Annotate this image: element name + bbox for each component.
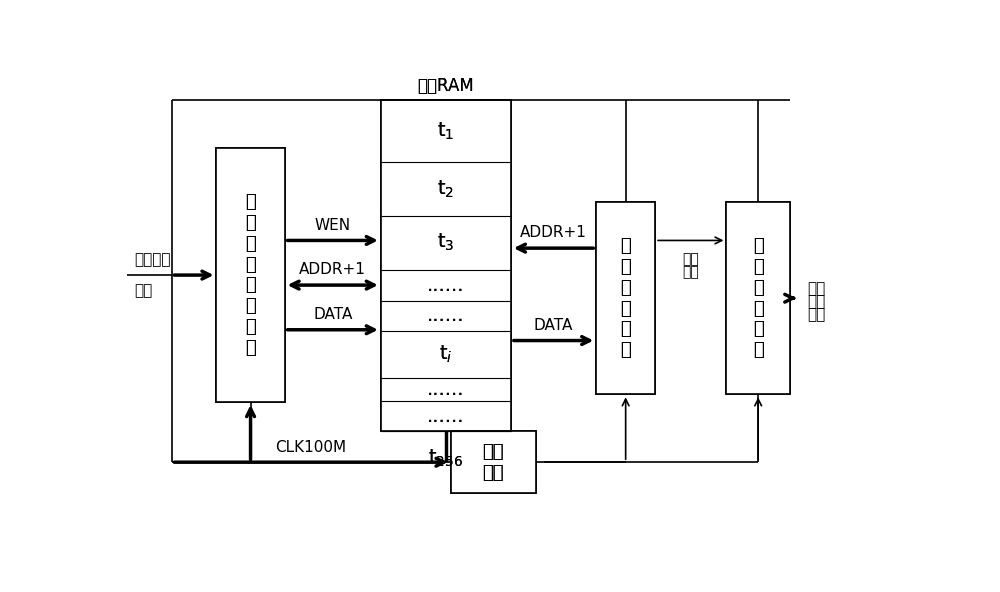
Text: t$_2$: t$_2$ bbox=[437, 178, 454, 200]
Text: t$_3$: t$_3$ bbox=[437, 232, 455, 253]
Text: t$_i$: t$_i$ bbox=[439, 344, 453, 365]
Text: WEN: WEN bbox=[315, 218, 351, 233]
Bar bbox=[726, 202, 790, 394]
Text: 脉冲: 脉冲 bbox=[682, 265, 699, 279]
Text: 脉冲: 脉冲 bbox=[134, 283, 153, 298]
Text: DATA: DATA bbox=[313, 307, 352, 322]
Text: 自产
脉冲: 自产 脉冲 bbox=[482, 443, 504, 482]
Text: 同步: 同步 bbox=[807, 295, 825, 310]
Text: ......: ...... bbox=[427, 379, 465, 398]
Text: CLK100M: CLK100M bbox=[275, 439, 347, 455]
Text: 同
步
脉
冲
切
换: 同 步 脉 冲 切 换 bbox=[753, 237, 764, 359]
Text: t$_3$: t$_3$ bbox=[437, 232, 455, 253]
Text: DATA: DATA bbox=[534, 318, 573, 333]
Text: 自产
脉冲: 自产 脉冲 bbox=[482, 443, 504, 482]
Text: ......: ...... bbox=[427, 276, 465, 295]
Text: 恒
温
晶
振
同
步
跟
随: 恒 温 晶 振 同 步 跟 随 bbox=[245, 194, 256, 357]
Text: t$_2$: t$_2$ bbox=[437, 178, 454, 200]
Text: 脉冲: 脉冲 bbox=[807, 308, 825, 323]
Text: ......: ...... bbox=[427, 307, 465, 326]
Bar bbox=[596, 202, 655, 394]
Text: 双口RAM: 双口RAM bbox=[417, 78, 474, 95]
Text: 外部同步: 外部同步 bbox=[134, 252, 171, 268]
Text: ADDR+1: ADDR+1 bbox=[520, 226, 587, 240]
Bar bbox=[381, 100, 511, 432]
Text: t$_1$: t$_1$ bbox=[437, 120, 454, 141]
Text: ......: ...... bbox=[427, 307, 465, 326]
Text: ......: ...... bbox=[427, 276, 465, 295]
Bar bbox=[450, 432, 536, 493]
Text: t$_{256}$: t$_{256}$ bbox=[428, 448, 463, 469]
Text: t$_1$: t$_1$ bbox=[437, 120, 454, 141]
Text: 守
时
脉
冲
产
生: 守 时 脉 冲 产 生 bbox=[620, 237, 631, 359]
Text: t$_{256}$: t$_{256}$ bbox=[428, 448, 463, 469]
Text: 双口RAM: 双口RAM bbox=[417, 78, 474, 95]
Text: ......: ...... bbox=[427, 407, 465, 426]
Text: 输出: 输出 bbox=[807, 281, 825, 297]
Text: 同
步
脉
冲
切
换: 同 步 脉 冲 切 换 bbox=[753, 237, 764, 359]
Text: ......: ...... bbox=[427, 379, 465, 398]
Text: t$_i$: t$_i$ bbox=[439, 344, 453, 365]
Text: ......: ...... bbox=[427, 407, 465, 426]
Bar bbox=[726, 202, 790, 394]
Text: ADDR+1: ADDR+1 bbox=[299, 262, 366, 278]
Bar bbox=[450, 432, 536, 493]
Bar bbox=[596, 202, 655, 394]
Bar bbox=[381, 100, 511, 432]
Text: 守
时
脉
冲
产
生: 守 时 脉 冲 产 生 bbox=[620, 237, 631, 359]
Text: 守时: 守时 bbox=[682, 252, 699, 266]
Text: 恒
温
晶
振
同
步
跟
随: 恒 温 晶 振 同 步 跟 随 bbox=[245, 194, 256, 357]
Bar bbox=[216, 148, 285, 402]
Bar bbox=[216, 148, 285, 402]
